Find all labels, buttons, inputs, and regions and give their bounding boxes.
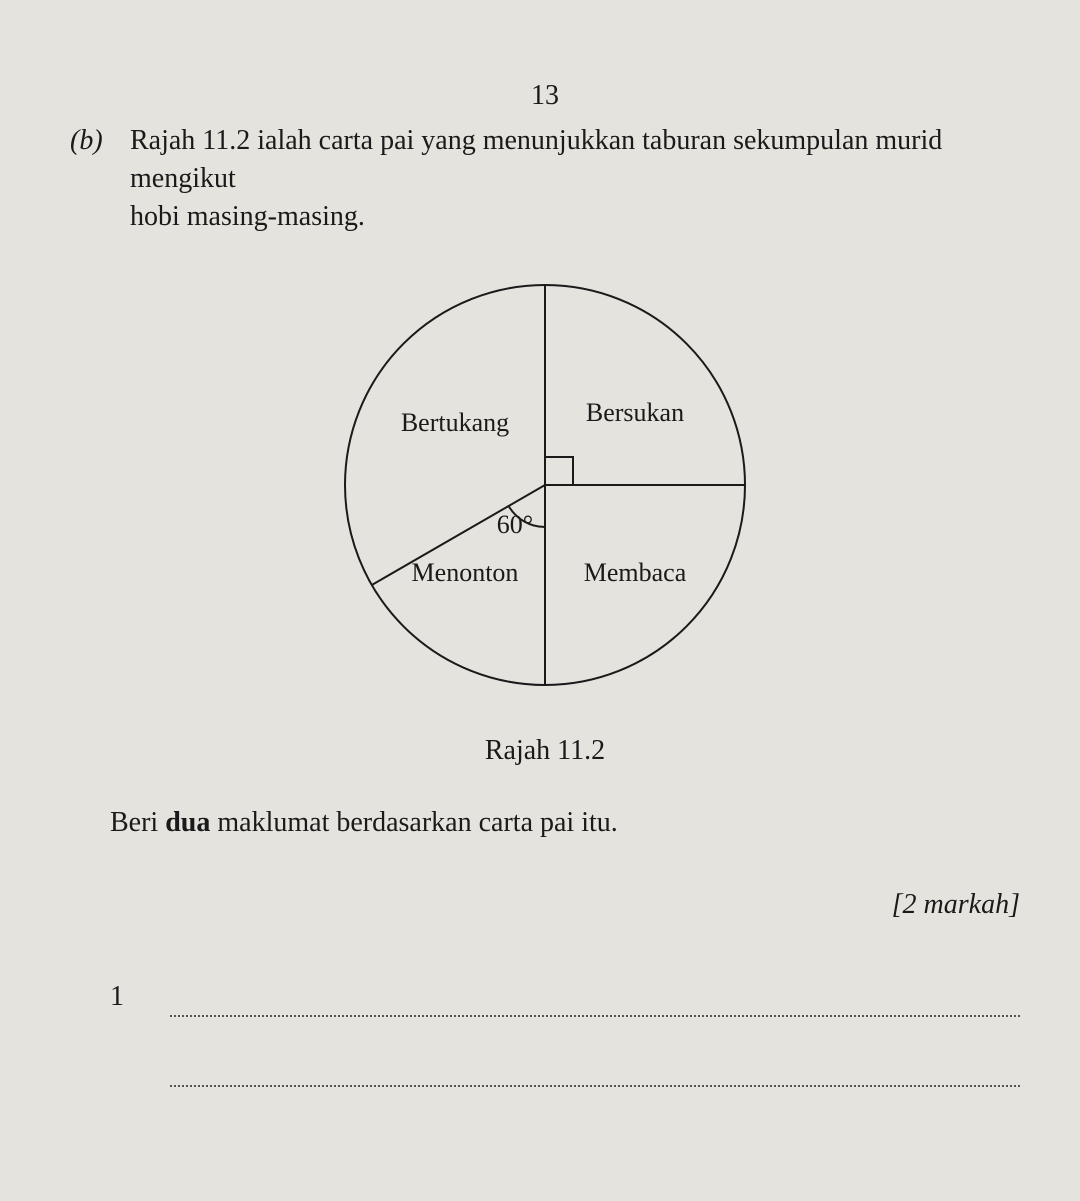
question-line-1: Rajah 11.2 ialah carta pai yang menunjuk… [130, 125, 942, 194]
instruction-text: Beri dua maklumat berdasarkan carta pai … [110, 807, 1020, 839]
pie-chart: Bersukan Membaca Menonton Bertukang 60° [325, 265, 765, 705]
svg-text:60°: 60° [497, 510, 533, 539]
answer-line-1b[interactable] [170, 1057, 1020, 1087]
svg-text:Menonton: Menonton [412, 558, 519, 587]
question-line-2: hobi masing-masing. [130, 201, 365, 232]
answer-row-1b [110, 1057, 1020, 1087]
page-number: 13 [70, 80, 1020, 112]
svg-text:Bersukan: Bersukan [586, 398, 684, 427]
answer-block: 1 [110, 981, 1020, 1087]
instruction-post: maklumat berdasarkan carta pai itu. [210, 807, 617, 838]
question-text: Rajah 11.2 ialah carta pai yang menunjuk… [130, 122, 1020, 235]
page: 13 (b) Rajah 11.2 ialah carta pai yang m… [0, 0, 1080, 1201]
svg-text:Membaca: Membaca [584, 558, 687, 587]
marks-label: [2 markah] [70, 889, 1020, 921]
answer-line-1a[interactable] [170, 987, 1020, 1017]
instruction-pre: Beri [110, 807, 165, 838]
question-label: (b) [70, 122, 130, 160]
svg-text:Bertukang: Bertukang [401, 408, 509, 437]
instruction-bold: dua [165, 807, 210, 838]
answer-number-1: 1 [110, 981, 170, 1017]
pie-chart-container: Bersukan Membaca Menonton Bertukang 60° [70, 265, 1020, 705]
figure-caption: Rajah 11.2 [70, 735, 1020, 767]
question-row: (b) Rajah 11.2 ialah carta pai yang menu… [70, 122, 1020, 235]
answer-row-1: 1 [110, 981, 1020, 1017]
